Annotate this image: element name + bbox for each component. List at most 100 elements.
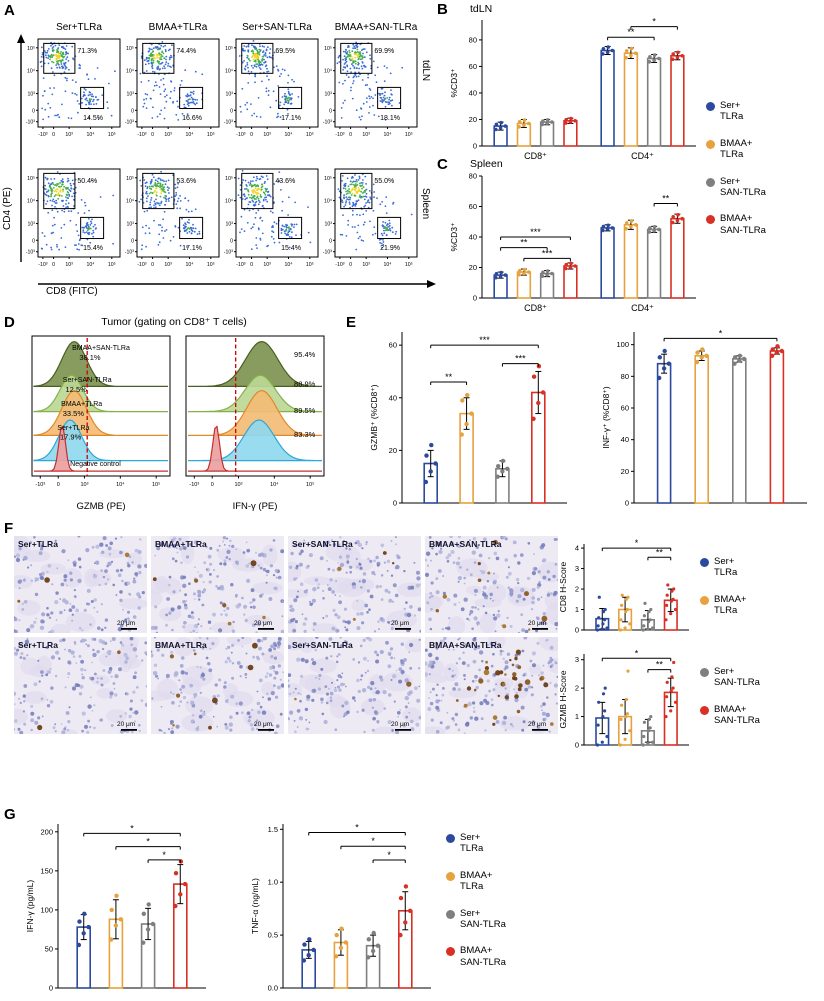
data-point (505, 466, 510, 471)
svg-text:-10³: -10³ (125, 250, 134, 256)
data-point (662, 348, 667, 354)
dab-stain-spot (517, 687, 522, 692)
svg-text:0: 0 (52, 132, 55, 138)
panel-b-label: B (437, 1, 448, 18)
legend-f-top: Ser+ TLRa BMAA+ TLRa (700, 556, 746, 632)
dab-stain-spot (541, 615, 548, 622)
svg-text:10³: 10³ (234, 482, 242, 488)
histogram-series-pct: 38.1% (79, 353, 101, 362)
svg-text:10⁵: 10⁵ (126, 176, 134, 182)
data-point (343, 940, 348, 945)
svg-text:-10³: -10³ (137, 132, 146, 138)
data-point (601, 715, 605, 719)
bar-chart-gzmb-hscore: 0 1 2 3 GZMB H-Score * ** (558, 648, 693, 758)
data-point (647, 230, 652, 234)
data-point (517, 125, 521, 129)
svg-text:80: 80 (469, 172, 477, 181)
legend-color-dot (700, 595, 709, 605)
svg-text:40: 40 (469, 233, 477, 242)
scale-bar-label: 20 μm (391, 721, 409, 728)
data-point (495, 474, 500, 479)
flow-plot-tdln-ser-san-tlra: 69.5% 17.1% -10³ -10³ 0 0 10³ 10³ 10⁴ 10⁴ 10⁵ 10⁵ (222, 36, 322, 153)
data-point (531, 416, 536, 421)
panel-e-label: E (346, 314, 357, 331)
svg-text:10³: 10³ (362, 132, 370, 138)
data-point (605, 626, 609, 630)
bar-chart-gzmb-pct: 0 20 40 60 GZMB⁺ (%CD8⁺) *** *** ** (366, 326, 571, 516)
data-point (573, 264, 577, 268)
panel-a-col-header-2: BMAA+TLRa (148, 22, 208, 33)
data-point (375, 943, 381, 948)
data-point (563, 121, 568, 125)
svg-text:10⁴: 10⁴ (284, 262, 292, 268)
cd8-gate (377, 86, 402, 110)
data-point (428, 469, 433, 474)
histogram-curve (188, 425, 322, 472)
data-point (464, 421, 469, 427)
significance-label: *** (479, 335, 490, 345)
svg-text:-10³: -10³ (323, 120, 332, 126)
data-point (113, 923, 119, 928)
data-point (601, 52, 605, 56)
data-point (522, 267, 527, 272)
data-point (646, 729, 651, 733)
data-point (545, 118, 550, 122)
data-point (403, 920, 408, 925)
data-point (704, 353, 709, 358)
data-point (624, 55, 628, 60)
data-point (624, 715, 628, 719)
data-point (648, 726, 652, 730)
scale-bar (532, 729, 548, 731)
data-point (670, 220, 675, 225)
data-point (597, 616, 601, 620)
svg-text:10⁴: 10⁴ (86, 262, 94, 268)
legend-label: BMAA+ SAN-TLRa (460, 945, 506, 968)
data-point (564, 117, 568, 122)
cd8-gate (80, 216, 105, 240)
svg-text:10⁵: 10⁵ (306, 481, 314, 488)
svg-text:-10³: -10³ (35, 482, 45, 488)
data-point (540, 122, 545, 127)
legend-item-bmaa-tlra: BMAA+ TLRa (446, 870, 506, 893)
data-point (646, 742, 650, 746)
svg-text:10⁴: 10⁴ (324, 199, 332, 205)
svg-text:0: 0 (473, 142, 477, 151)
data-point (499, 270, 503, 275)
svg-text:10⁵: 10⁵ (207, 132, 215, 138)
data-point (460, 398, 465, 403)
data-point (673, 700, 678, 704)
svg-text:10³: 10³ (65, 262, 73, 268)
svg-text:-10³: -10³ (125, 120, 134, 126)
data-point (407, 908, 413, 913)
data-point (671, 597, 675, 601)
svg-text:-10³: -10³ (224, 250, 233, 256)
data-point (333, 954, 339, 959)
cd4-gate (43, 172, 76, 210)
scale-bar (395, 729, 411, 731)
cd4-gate-pct: 69.5% (275, 48, 295, 55)
cd4-gate-pct: 43.6% (275, 178, 295, 185)
x-axis-arrow (38, 280, 436, 288)
bar-chart-ifng-serum: 0 50 100 150 200 IFN-γ (pg/mL) * * * (20, 818, 210, 1001)
dab-stain-spot (497, 694, 500, 698)
svg-text:-10³: -10³ (38, 132, 47, 138)
svg-text:10⁵: 10⁵ (207, 262, 215, 268)
svg-text:0: 0 (250, 262, 253, 268)
svg-text:10³: 10³ (325, 92, 333, 98)
ihc-image-cd8-bmaa-san-tlra: BMAA+SAN-TLRa 20 μm (412, 534, 567, 638)
y-axis-label: TNF-α (ng/mL) (250, 878, 260, 934)
data-point (775, 344, 780, 349)
data-point (666, 583, 670, 587)
svg-text:10³: 10³ (80, 482, 88, 488)
svg-text:-10³: -10³ (335, 262, 344, 268)
cd4-gate (241, 172, 274, 210)
dab-stain-spot (528, 628, 531, 631)
legend-f-bottom: Ser+ SAN-TLRa BMAA+ SAN-TLRa (700, 666, 760, 742)
data-point (603, 607, 607, 612)
data-point (366, 937, 371, 942)
svg-text:20: 20 (469, 263, 477, 272)
svg-text:50: 50 (45, 944, 53, 953)
bar (623, 52, 639, 147)
data-point (633, 51, 638, 55)
svg-text:10³: 10³ (263, 132, 271, 138)
